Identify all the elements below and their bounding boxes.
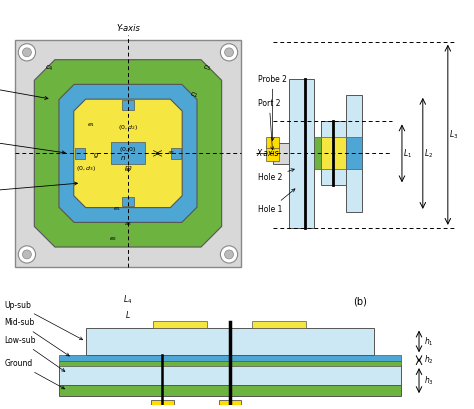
Circle shape xyxy=(18,246,36,263)
Text: $e_2$: $e_2$ xyxy=(109,235,117,243)
Polygon shape xyxy=(34,60,222,247)
Bar xyxy=(86,328,374,355)
Text: $(0,d_3)$: $(0,d_3)$ xyxy=(76,164,96,173)
Text: X-axis: X-axis xyxy=(256,149,278,158)
Text: $L_1$: $L_1$ xyxy=(403,147,412,160)
Text: (a): (a) xyxy=(121,331,135,341)
Bar xyxy=(289,79,314,228)
Text: $e_1$: $e_1$ xyxy=(113,205,121,213)
Bar xyxy=(151,400,173,409)
Bar xyxy=(320,121,346,185)
Text: $L_4$: $L_4$ xyxy=(123,294,133,306)
Text: Ground: Ground xyxy=(5,359,64,389)
Text: $h_2$: $h_2$ xyxy=(424,354,433,366)
Bar xyxy=(59,365,401,385)
Text: $m$: $m$ xyxy=(124,164,132,172)
Polygon shape xyxy=(59,84,197,222)
Text: Port 2: Port 2 xyxy=(258,99,281,150)
Text: $h_1$: $h_1$ xyxy=(424,335,433,348)
Text: $(0,0)$: $(0,0)$ xyxy=(119,145,137,154)
Text: Hole 2: Hole 2 xyxy=(258,169,294,182)
Circle shape xyxy=(225,250,234,259)
Bar xyxy=(346,95,362,212)
Bar xyxy=(252,321,306,328)
Text: $n$: $n$ xyxy=(120,154,126,162)
Text: $c_4$: $c_4$ xyxy=(45,63,54,73)
Circle shape xyxy=(18,44,36,61)
Bar xyxy=(75,148,85,159)
Text: $L$: $L$ xyxy=(125,309,131,320)
Text: $h_3$: $h_3$ xyxy=(424,374,433,387)
Circle shape xyxy=(22,48,31,57)
Text: Mid-sub: Mid-sub xyxy=(5,318,69,356)
Text: $a_2$: $a_2$ xyxy=(167,149,175,157)
Bar xyxy=(314,137,320,169)
Bar xyxy=(122,100,134,110)
Text: (b): (b) xyxy=(353,297,367,307)
Text: $e_1$: $e_1$ xyxy=(87,121,95,129)
Bar xyxy=(273,143,289,164)
Bar xyxy=(122,196,134,207)
Bar xyxy=(266,137,279,148)
Bar xyxy=(59,361,401,366)
Bar xyxy=(219,400,241,409)
Text: $a_3$: $a_3$ xyxy=(124,220,132,228)
Bar xyxy=(153,321,207,328)
Text: $a_1$: $a_1$ xyxy=(124,166,132,173)
Text: $g$: $g$ xyxy=(93,151,99,160)
Bar xyxy=(171,148,181,159)
Polygon shape xyxy=(74,99,182,208)
Bar xyxy=(59,385,401,396)
Text: $c_2$: $c_2$ xyxy=(190,91,199,100)
Bar xyxy=(111,142,145,164)
Text: $L_2$: $L_2$ xyxy=(424,147,433,160)
Text: Y-axis: Y-axis xyxy=(116,24,140,33)
Text: Probe 2: Probe 2 xyxy=(258,74,287,141)
Circle shape xyxy=(22,250,31,259)
Text: Hole 1: Hole 1 xyxy=(258,189,295,214)
Circle shape xyxy=(220,44,237,61)
Text: Up-sub: Up-sub xyxy=(5,301,82,340)
Circle shape xyxy=(220,246,237,263)
Text: $(0,d_2)$: $(0,d_2)$ xyxy=(118,123,138,132)
Circle shape xyxy=(225,48,234,57)
Text: $c_3$: $c_3$ xyxy=(202,63,211,73)
Bar xyxy=(266,146,279,162)
Bar xyxy=(59,355,401,361)
Text: Lower patch: Lower patch xyxy=(0,182,77,197)
Text: Middle patch: Middle patch xyxy=(0,134,65,154)
Bar xyxy=(320,137,346,169)
Text: Upper patch: Upper patch xyxy=(0,80,48,99)
Bar xyxy=(346,137,362,169)
Text: $L_3$: $L_3$ xyxy=(449,128,458,141)
Text: Low-sub: Low-sub xyxy=(5,336,65,371)
